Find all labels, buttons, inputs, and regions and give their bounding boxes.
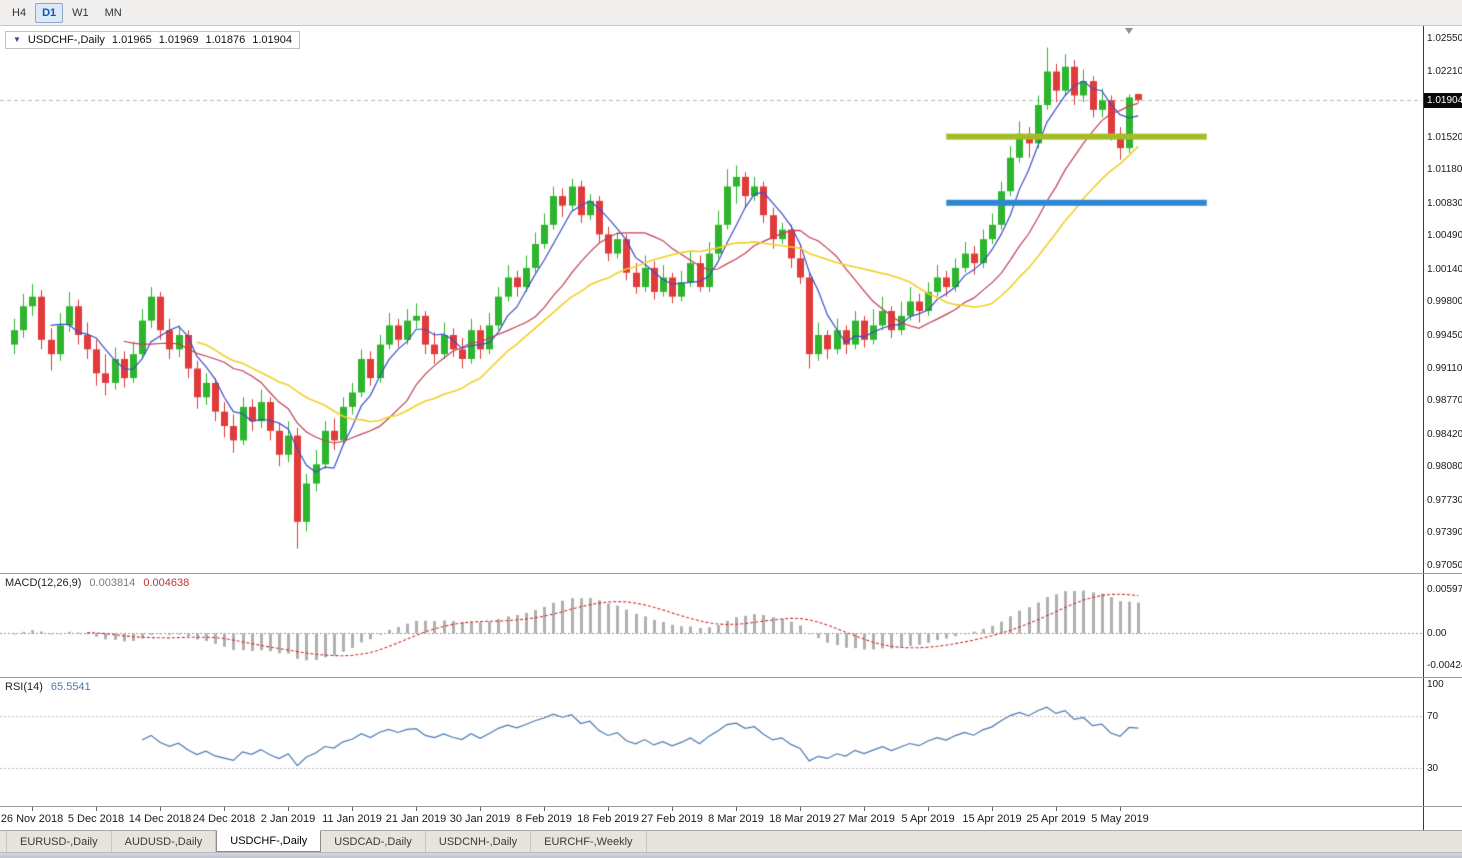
price-axis-label: 1.01520 [1427,131,1462,143]
timeframe-button-mn[interactable]: MN [104,6,122,19]
macd-axis-label: 0.00 [1427,628,1447,640]
chart-ohlc-close: 1.01904 [252,34,292,46]
price-axis-label: 0.98420 [1427,428,1462,440]
price-axis-label: 1.02210 [1427,65,1462,77]
tab-usdcnh-daily[interactable]: USDCNH-,Daily [426,831,532,852]
price-axis-label: 1.00830 [1427,197,1462,209]
price-axis-label: 1.00490 [1427,230,1462,242]
timeframe-button-d1[interactable]: D1 [35,2,64,23]
date-axis-tick [416,807,417,811]
timeframe-button-h4[interactable]: H4 [12,6,27,19]
date-axis-tick [928,807,929,811]
tab-eurchf-weekly[interactable]: EURCHF-,Weekly [531,831,647,852]
rsi-indicator-header: RSI(14) 65.5541 [5,681,91,693]
date-axis-tick [736,807,737,811]
price-axis-label: 0.97390 [1427,527,1462,539]
price-axis-label: 0.98080 [1427,461,1462,473]
chart-shift-marker[interactable] [1125,28,1133,34]
date-axis-tick [224,807,225,811]
chart-title: ▼ USDCHF-,Daily 1.01965 1.01969 1.01876 … [5,31,300,49]
chart-area: 1.02550 1.02210 1.01520 1.01180 1.00830 1.004… [0,26,1462,830]
date-axis-tick [480,807,481,811]
date-axis-label: 21 Jan 2019 [385,813,447,825]
date-axis-tick [352,807,353,811]
price-axis-label: 1.02550 [1427,32,1462,44]
rsi-axis-label: 70 [1427,711,1439,723]
macd-axis-label: 0.00597 [1427,583,1462,595]
date-axis-label: 27 Feb 2019 [641,813,703,825]
window-bottom-edge [0,852,1462,858]
date-axis-tick [672,807,673,811]
panel-separator [0,677,1462,678]
date-axis-label: 11 Jan 2019 [322,813,382,825]
price-axis-label: 0.97050 [1427,559,1462,571]
date-axis-label: 24 Dec 2018 [192,813,256,825]
date-axis-label: 18 Mar 2019 [769,813,831,825]
price-axis-label: 0.98770 [1427,395,1462,407]
price-axis-label: 0.99110 [1427,362,1462,374]
chart-ohlc-low: 1.01876 [205,34,246,46]
chart-ohlc-high: 1.01969 [158,34,199,46]
macd-indicator-header: MACD(12,26,9) 0.003814 0.004638 [5,577,189,589]
rsi-value: 65.5541 [50,681,91,693]
rsi-axis-label: 100 [1427,679,1444,690]
rsi-axis-label: 30 [1427,762,1439,774]
date-axis-label: 14 Dec 2018 [128,813,192,825]
date-axis-label: 5 Dec 2018 [67,813,125,825]
macd-axis-label: -0.00424 [1427,660,1462,672]
macd-panel-canvas[interactable] [0,574,1422,677]
date-axis-label: 27 Mar 2019 [833,813,895,825]
date-axis-label: 15 Apr 2019 [962,813,1022,825]
date-axis-tick [800,807,801,811]
price-axis-label: 0.99450 [1427,329,1462,341]
chart-symbol-label: USDCHF-,Daily [27,34,105,46]
rsi-name-label: RSI(14) [5,681,43,693]
panel-separator [0,573,1462,574]
tab-usdcad-daily[interactable]: USDCAD-,Daily [321,831,426,852]
date-axis-tick [32,807,33,811]
date-axis-label: 25 Apr 2019 [1026,813,1086,825]
price-axis[interactable]: 1.02550 1.02210 1.01520 1.01180 1.00830 1.004… [1423,26,1462,830]
date-axis-tick [608,807,609,811]
date-axis-label: 18 Feb 2019 [577,813,639,825]
price-axis-label: 0.99800 [1427,296,1462,308]
price-chart-canvas[interactable] [0,26,1422,573]
macd-main-value: 0.003814 [89,577,136,589]
date-axis-label: 2 Jan 2019 [260,813,316,825]
price-axis-label: 0.97730 [1427,494,1462,506]
tab-eurusd-daily[interactable]: EURUSD-,Daily [6,831,112,852]
date-axis-tick [544,807,545,811]
tab-usdchf-daily[interactable]: USDCHF-,Daily [216,830,322,852]
macd-name-label: MACD(12,26,9) [5,577,82,589]
chart-tabbar: EURUSD-,Daily AUDUSD-,Daily USDCHF-,Dail… [0,830,1462,852]
timeframe-button-w1[interactable]: W1 [72,6,89,19]
date-axis-tick [1120,807,1121,811]
tab-audusd-daily[interactable]: AUDUSD-,Daily [112,831,217,852]
macd-signal-value: 0.004638 [143,577,190,589]
date-axis-label: 8 Feb 2019 [516,813,572,825]
date-axis-label: 5 May 2019 [1091,813,1149,825]
panel-separator [0,806,1462,807]
rsi-panel-canvas[interactable] [0,678,1422,806]
date-axis-tick [288,807,289,811]
date-axis-tick [864,807,865,811]
date-axis-label: 5 Apr 2019 [901,813,955,825]
date-axis-tick [96,807,97,811]
current-price-badge: 1.01904 [1424,92,1462,108]
date-axis-label: 30 Jan 2019 [449,813,511,825]
price-axis-label: 1.00140 [1427,263,1462,275]
timeframe-toolbar: H4 D1 W1 MN [0,0,1462,26]
symbol-dropdown-icon: ▼ [13,35,21,44]
date-axis-label: 8 Mar 2019 [708,813,764,825]
chart-ohlc-open: 1.01965 [111,34,152,46]
date-axis[interactable]: 26 Nov 2018 5 Dec 2018 14 Dec 2018 24 Dec 2… [0,806,1422,830]
date-axis-tick [160,807,161,811]
date-axis-tick [1056,807,1057,811]
date-axis-tick [992,807,993,811]
price-axis-label: 1.01180 [1427,164,1462,176]
date-axis-label: 26 Nov 2018 [0,813,64,825]
